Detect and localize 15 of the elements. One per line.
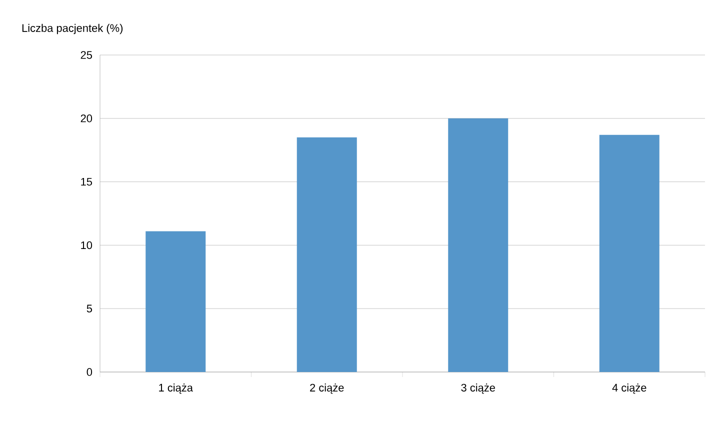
bar	[448, 118, 508, 372]
y-axis-title: Liczba pacjentek (%)	[22, 24, 123, 34]
y-tick-label: 0	[86, 368, 92, 376]
y-tick-label: 20	[80, 114, 92, 122]
bar	[146, 231, 206, 372]
y-tick-label: 15	[81, 178, 92, 186]
bar	[296, 137, 357, 372]
bar	[599, 134, 660, 372]
x-tick-label: 4 ciąże	[612, 384, 646, 394]
x-tick-label: 1 ciąża	[159, 384, 193, 394]
y-tick-label: 5	[86, 304, 92, 312]
y-tick-label: 25	[80, 51, 92, 59]
x-tick-label: 3 ciąże	[461, 384, 495, 394]
x-tick-label: 2 ciąże	[310, 384, 344, 394]
y-tick-label: 10	[81, 241, 92, 250]
